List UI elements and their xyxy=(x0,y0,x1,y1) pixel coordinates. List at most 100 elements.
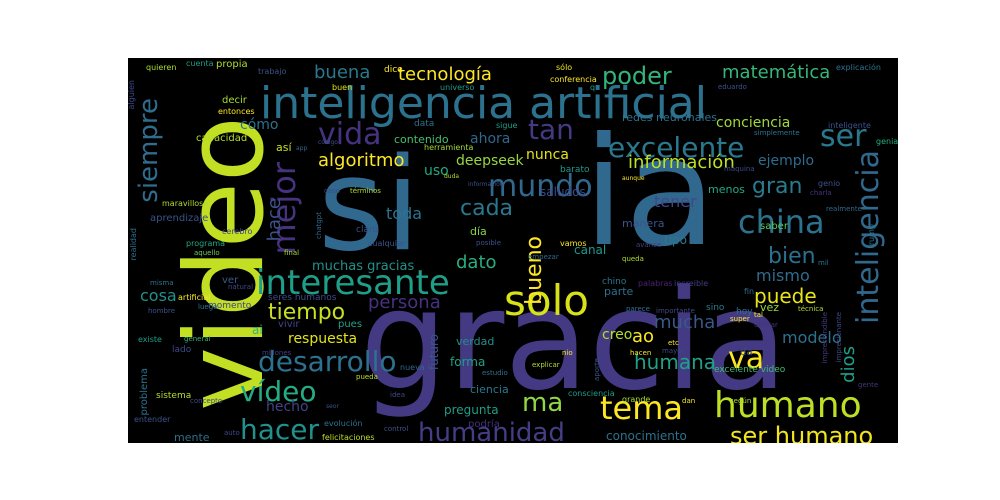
word-mismo: mismo xyxy=(756,266,810,285)
word-si: si xyxy=(318,131,421,280)
word-posible: posible xyxy=(476,239,502,247)
word-eduardo: eduardo xyxy=(718,83,747,91)
word-final: final xyxy=(284,249,300,257)
word-realmente: realmente xyxy=(826,205,862,213)
word-ser-humano: ser humano xyxy=(730,422,874,443)
word-respuesta: respuesta xyxy=(288,331,358,347)
word-natural: natural xyxy=(228,283,254,291)
word-codigo: código xyxy=(318,139,338,146)
word-forma: forma xyxy=(450,355,486,369)
word-ao: ao xyxy=(632,326,655,347)
word-seor: seor xyxy=(326,403,339,410)
word-cuenta: cuenta xyxy=(186,59,214,68)
word-lado: lado xyxy=(172,345,192,355)
word-vez: vez xyxy=(760,301,780,314)
word-ver: ver xyxy=(222,275,239,286)
word-universo: universo xyxy=(440,83,475,92)
word-cualquier: cualquier xyxy=(368,239,406,248)
word-simplemente: simplemente xyxy=(754,129,800,137)
word-dan: dan xyxy=(682,397,696,405)
word-imprescindible: imprescindible xyxy=(821,312,829,364)
word-cloud: si ia gracia video inteligencia artifici… xyxy=(128,58,898,443)
word-hacer: hacer xyxy=(240,413,320,444)
word-asi: así xyxy=(276,141,292,154)
word-ia: ia xyxy=(583,106,717,280)
word-data: data xyxy=(414,119,435,129)
word-deepseek: deepseek xyxy=(456,153,524,169)
word-saludos: saludos xyxy=(540,185,586,199)
word-hace: hace xyxy=(264,198,285,242)
word-queda: queda xyxy=(622,255,644,263)
word-nio: nio xyxy=(562,349,573,357)
word-alguien: alguien xyxy=(128,80,136,110)
word-verdad: verdad xyxy=(456,335,495,348)
word-dia: día xyxy=(470,225,487,238)
word-general: general xyxy=(184,335,211,343)
word-solo: solo xyxy=(504,276,589,325)
word-conferencia: conferencia xyxy=(550,75,597,84)
word-puede: puede xyxy=(754,284,817,308)
word-gente: gente xyxy=(858,381,879,389)
word-etc: etc xyxy=(668,339,679,347)
word-futuro: futuro xyxy=(427,334,441,371)
word-hoy: hoy xyxy=(736,307,753,317)
word-aprendizaje: aprendizaje xyxy=(150,213,209,224)
word-ser: ser xyxy=(820,119,867,154)
word-dato: dato xyxy=(456,252,497,273)
word-vivir: vivir xyxy=(278,319,300,330)
word-estudio: estudio xyxy=(482,369,508,377)
word-chatgpt: chatgpt xyxy=(315,212,323,239)
word-conocimiento: conocimiento xyxy=(606,429,687,443)
word-existe: existe xyxy=(138,335,162,344)
word-saber: saber xyxy=(760,221,788,232)
word-millones: millones xyxy=(262,349,292,357)
word-maquina: máquina xyxy=(724,165,755,173)
word-artificial-small: artificial xyxy=(178,293,211,302)
word-nunca: nunca xyxy=(526,147,569,163)
word-aporte: aporte xyxy=(593,358,601,381)
word-misma: misma xyxy=(150,279,174,287)
word-genio: genio xyxy=(818,179,841,188)
word-caso: caso xyxy=(324,187,341,195)
word-humana: humana xyxy=(634,350,717,374)
word-super: super xyxy=(730,315,750,323)
word-ejemplo: ejemplo xyxy=(758,153,815,169)
word-contenido: contenido xyxy=(394,133,449,146)
word-momento: momento xyxy=(208,301,252,311)
word-entender: entender xyxy=(134,415,171,424)
word-inteligencia-artificial: inteligencia artificial xyxy=(260,78,707,129)
word-cosa: cosa xyxy=(140,286,177,305)
word-dice: dice xyxy=(384,65,403,75)
word-excelente-video: excelente video xyxy=(714,365,786,375)
word-hombre: hombre xyxy=(148,307,176,315)
word-como: cómo xyxy=(240,117,279,133)
word-mayor: mayor xyxy=(662,347,685,355)
word-trabajo: trabajo xyxy=(258,67,287,76)
word-aquello: aquello xyxy=(194,249,220,257)
word-redes-neuronales: redes neuronales xyxy=(622,111,718,124)
word-tecnologia: tecnología xyxy=(398,64,492,85)
word-tecnica: técnica xyxy=(798,305,824,313)
word-trump: trump xyxy=(867,224,876,249)
word-chino: chino xyxy=(602,277,627,287)
word-concepto: concepto xyxy=(190,397,223,405)
word-realidad: realidad xyxy=(129,228,138,261)
word-ahora: ahora xyxy=(470,131,511,147)
word-capacidad: capacidad xyxy=(196,133,248,144)
word-claro: claro xyxy=(356,225,378,235)
word-pues: pues xyxy=(338,319,363,330)
word-sigue: sigue xyxy=(496,121,518,130)
word-tema: tema xyxy=(600,389,684,427)
word-explicar: explicar xyxy=(532,361,560,369)
word-va: va xyxy=(728,341,765,376)
word-siempre: siempre xyxy=(134,98,164,203)
word-creo: creo xyxy=(602,327,633,343)
word-luego: luego xyxy=(198,303,218,311)
word-increible: increible xyxy=(674,279,709,288)
word-uso: uso xyxy=(424,163,449,179)
word-genial: genial xyxy=(876,137,898,146)
word-informacion-small: información xyxy=(468,181,504,188)
word-avance: avance xyxy=(636,241,662,249)
word-idea: idea xyxy=(390,391,405,399)
word-pregunta: pregunta xyxy=(444,403,499,417)
